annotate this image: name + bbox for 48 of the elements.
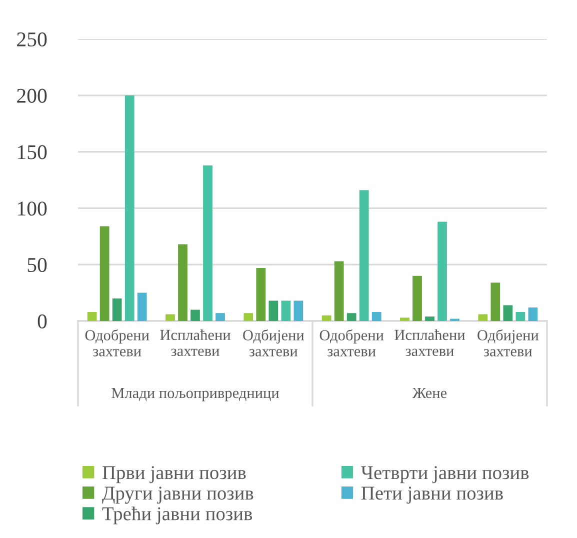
bar bbox=[112, 298, 122, 321]
bar bbox=[503, 305, 513, 321]
x-tick-label: Одобрени захтеви bbox=[85, 329, 150, 356]
bar bbox=[359, 190, 369, 321]
bar bbox=[322, 315, 332, 321]
y-tick-label: 150 bbox=[18, 145, 47, 160]
x-tick-label: Одбијени захтеви bbox=[243, 329, 304, 356]
bar bbox=[87, 312, 97, 321]
bar bbox=[216, 313, 225, 321]
legend-label: Трећи јавни позив bbox=[102, 506, 252, 524]
y-tick-label: 100 bbox=[18, 202, 47, 216]
bar bbox=[425, 316, 434, 321]
bar bbox=[244, 313, 254, 321]
legend-label: Први јавни позив bbox=[102, 466, 246, 484]
legend-label: Четврти јавни позив bbox=[361, 466, 529, 484]
legend-label: Други јавни позив bbox=[102, 486, 254, 504]
bar bbox=[137, 292, 147, 321]
y-tick-label: 200 bbox=[17, 88, 47, 103]
bar bbox=[490, 282, 500, 321]
legend-label: Пети јавни позив bbox=[361, 486, 503, 504]
bar bbox=[528, 307, 538, 321]
bar bbox=[346, 313, 356, 321]
y-tick-label: 0 bbox=[38, 314, 47, 328]
bar bbox=[334, 261, 344, 321]
bar bbox=[166, 314, 175, 321]
x-tick-label: Одбијени захтеви bbox=[478, 329, 539, 356]
y-tick-label: 250 bbox=[17, 32, 47, 46]
bar bbox=[372, 312, 382, 321]
bar bbox=[438, 222, 447, 321]
x-tick-label: Исплаћени захтеви bbox=[160, 329, 230, 356]
bar bbox=[178, 244, 188, 321]
bar bbox=[281, 300, 291, 321]
bar bbox=[203, 165, 212, 321]
bar bbox=[478, 314, 488, 321]
bar bbox=[100, 226, 110, 321]
bar bbox=[256, 268, 266, 321]
bar bbox=[294, 300, 304, 321]
y-tick-label: 50 bbox=[28, 258, 47, 272]
bar bbox=[268, 300, 278, 321]
bar bbox=[124, 95, 134, 321]
text: Млади пољопривредници bbox=[112, 388, 279, 402]
bar bbox=[190, 310, 200, 321]
text: Жене bbox=[412, 388, 447, 398]
bar bbox=[516, 312, 526, 321]
x-tick-label: Одобрени захтеви bbox=[320, 329, 384, 356]
x-tick-label: Исплаћени захтеви bbox=[394, 329, 465, 356]
bar bbox=[400, 318, 410, 321]
bar bbox=[412, 276, 422, 321]
